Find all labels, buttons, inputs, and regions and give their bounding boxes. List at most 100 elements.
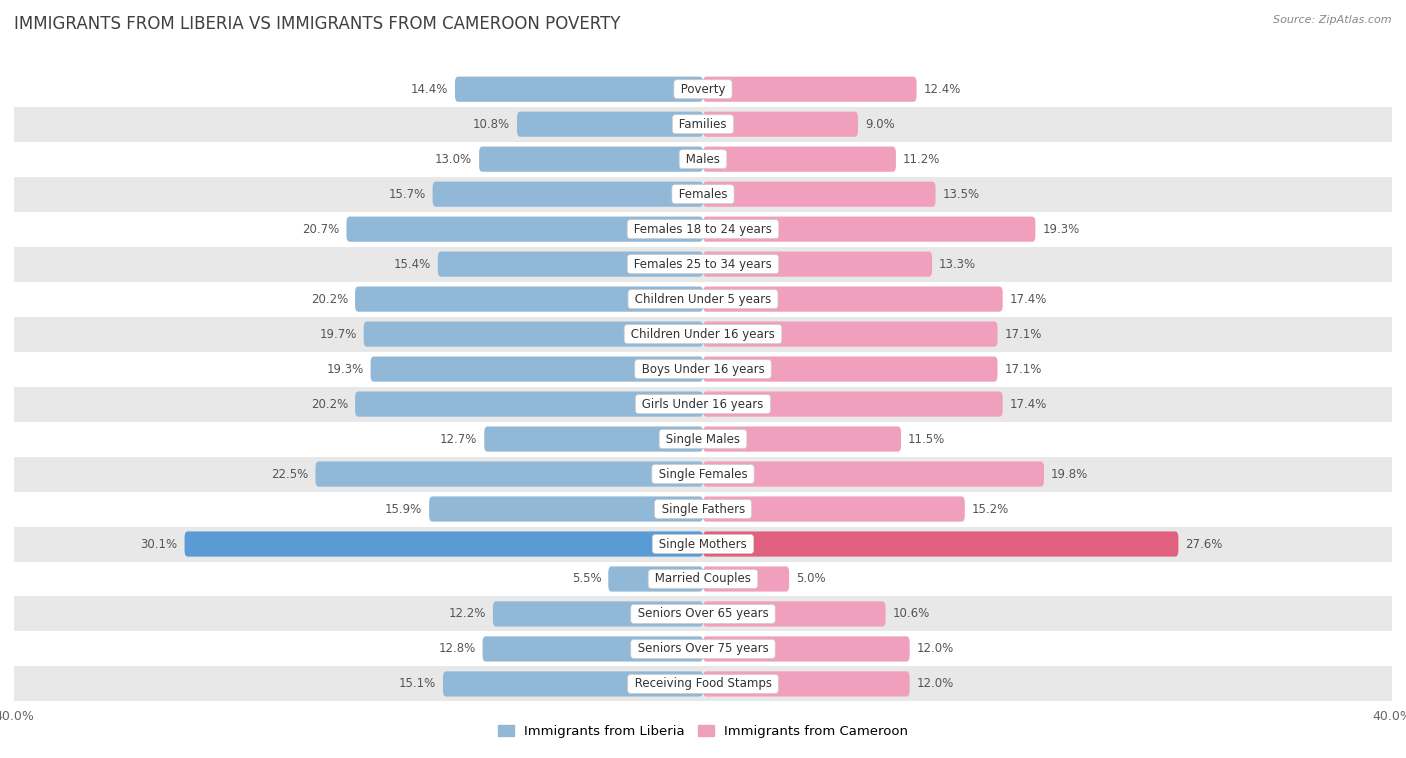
Text: Children Under 16 years: Children Under 16 years bbox=[627, 327, 779, 340]
Bar bbox=[14, 177, 1392, 211]
Text: 5.5%: 5.5% bbox=[572, 572, 602, 585]
Text: 12.7%: 12.7% bbox=[440, 433, 478, 446]
Text: Families: Families bbox=[675, 117, 731, 130]
Text: 14.4%: 14.4% bbox=[411, 83, 449, 96]
FancyBboxPatch shape bbox=[315, 462, 703, 487]
Text: 15.1%: 15.1% bbox=[399, 678, 436, 691]
FancyBboxPatch shape bbox=[517, 111, 703, 136]
FancyBboxPatch shape bbox=[703, 427, 901, 452]
FancyBboxPatch shape bbox=[482, 637, 703, 662]
Bar bbox=[14, 317, 1392, 352]
FancyBboxPatch shape bbox=[703, 637, 910, 662]
FancyBboxPatch shape bbox=[703, 287, 1002, 312]
Text: Married Couples: Married Couples bbox=[651, 572, 755, 585]
Text: 12.4%: 12.4% bbox=[924, 83, 960, 96]
FancyBboxPatch shape bbox=[494, 601, 703, 627]
Text: 22.5%: 22.5% bbox=[271, 468, 308, 481]
Text: 17.4%: 17.4% bbox=[1010, 293, 1047, 305]
Bar bbox=[14, 72, 1392, 107]
FancyBboxPatch shape bbox=[371, 356, 703, 382]
Text: Single Mothers: Single Mothers bbox=[655, 537, 751, 550]
Text: 11.5%: 11.5% bbox=[908, 433, 945, 446]
Text: Children Under 5 years: Children Under 5 years bbox=[631, 293, 775, 305]
FancyBboxPatch shape bbox=[356, 391, 703, 417]
Text: Source: ZipAtlas.com: Source: ZipAtlas.com bbox=[1274, 15, 1392, 25]
Text: 15.7%: 15.7% bbox=[388, 188, 426, 201]
Text: 19.7%: 19.7% bbox=[319, 327, 357, 340]
FancyBboxPatch shape bbox=[703, 182, 935, 207]
FancyBboxPatch shape bbox=[703, 566, 789, 591]
FancyBboxPatch shape bbox=[703, 462, 1045, 487]
FancyBboxPatch shape bbox=[429, 496, 703, 522]
Text: 12.2%: 12.2% bbox=[449, 607, 486, 621]
Bar bbox=[14, 107, 1392, 142]
Bar bbox=[14, 597, 1392, 631]
Legend: Immigrants from Liberia, Immigrants from Cameroon: Immigrants from Liberia, Immigrants from… bbox=[492, 719, 914, 743]
Text: Receiving Food Stamps: Receiving Food Stamps bbox=[631, 678, 775, 691]
FancyBboxPatch shape bbox=[364, 321, 703, 346]
Text: Seniors Over 75 years: Seniors Over 75 years bbox=[634, 643, 772, 656]
FancyBboxPatch shape bbox=[479, 146, 703, 172]
Text: 15.9%: 15.9% bbox=[385, 503, 422, 515]
Text: 19.8%: 19.8% bbox=[1050, 468, 1088, 481]
Text: 20.2%: 20.2% bbox=[311, 293, 349, 305]
Bar bbox=[14, 491, 1392, 527]
Text: 13.0%: 13.0% bbox=[434, 152, 472, 166]
Bar bbox=[14, 352, 1392, 387]
Text: 10.8%: 10.8% bbox=[472, 117, 510, 130]
Text: 30.1%: 30.1% bbox=[141, 537, 177, 550]
FancyBboxPatch shape bbox=[437, 252, 703, 277]
Text: Females 25 to 34 years: Females 25 to 34 years bbox=[630, 258, 776, 271]
Text: 12.8%: 12.8% bbox=[439, 643, 475, 656]
Text: 27.6%: 27.6% bbox=[1185, 537, 1223, 550]
Bar bbox=[14, 211, 1392, 246]
Text: Single Males: Single Males bbox=[662, 433, 744, 446]
Bar bbox=[14, 421, 1392, 456]
Text: Girls Under 16 years: Girls Under 16 years bbox=[638, 398, 768, 411]
Text: 5.0%: 5.0% bbox=[796, 572, 825, 585]
Text: 20.7%: 20.7% bbox=[302, 223, 340, 236]
Text: 15.2%: 15.2% bbox=[972, 503, 1010, 515]
FancyBboxPatch shape bbox=[184, 531, 703, 556]
Text: IMMIGRANTS FROM LIBERIA VS IMMIGRANTS FROM CAMEROON POVERTY: IMMIGRANTS FROM LIBERIA VS IMMIGRANTS FR… bbox=[14, 15, 620, 33]
Bar bbox=[14, 666, 1392, 701]
FancyBboxPatch shape bbox=[703, 531, 1178, 556]
FancyBboxPatch shape bbox=[703, 217, 1035, 242]
FancyBboxPatch shape bbox=[703, 496, 965, 522]
Text: 13.3%: 13.3% bbox=[939, 258, 976, 271]
Text: Males: Males bbox=[682, 152, 724, 166]
FancyBboxPatch shape bbox=[703, 672, 910, 697]
FancyBboxPatch shape bbox=[703, 146, 896, 172]
Text: Boys Under 16 years: Boys Under 16 years bbox=[638, 362, 768, 375]
Bar bbox=[14, 142, 1392, 177]
Text: 20.2%: 20.2% bbox=[311, 398, 349, 411]
FancyBboxPatch shape bbox=[703, 356, 997, 382]
Text: 19.3%: 19.3% bbox=[326, 362, 364, 375]
Text: 15.4%: 15.4% bbox=[394, 258, 430, 271]
Text: Seniors Over 65 years: Seniors Over 65 years bbox=[634, 607, 772, 621]
Bar bbox=[14, 387, 1392, 421]
Bar bbox=[14, 527, 1392, 562]
Text: 17.1%: 17.1% bbox=[1004, 327, 1042, 340]
Text: Females 18 to 24 years: Females 18 to 24 years bbox=[630, 223, 776, 236]
Text: Single Fathers: Single Fathers bbox=[658, 503, 748, 515]
FancyBboxPatch shape bbox=[346, 217, 703, 242]
FancyBboxPatch shape bbox=[433, 182, 703, 207]
Text: 11.2%: 11.2% bbox=[903, 152, 941, 166]
FancyBboxPatch shape bbox=[443, 672, 703, 697]
FancyBboxPatch shape bbox=[703, 111, 858, 136]
FancyBboxPatch shape bbox=[356, 287, 703, 312]
Text: Poverty: Poverty bbox=[676, 83, 730, 96]
FancyBboxPatch shape bbox=[703, 77, 917, 102]
Text: 12.0%: 12.0% bbox=[917, 678, 953, 691]
Text: 17.4%: 17.4% bbox=[1010, 398, 1047, 411]
FancyBboxPatch shape bbox=[609, 566, 703, 591]
FancyBboxPatch shape bbox=[484, 427, 703, 452]
Text: Single Females: Single Females bbox=[655, 468, 751, 481]
FancyBboxPatch shape bbox=[703, 321, 997, 346]
FancyBboxPatch shape bbox=[703, 252, 932, 277]
FancyBboxPatch shape bbox=[703, 391, 1002, 417]
Bar bbox=[14, 562, 1392, 597]
Bar bbox=[14, 456, 1392, 491]
Bar bbox=[14, 282, 1392, 317]
